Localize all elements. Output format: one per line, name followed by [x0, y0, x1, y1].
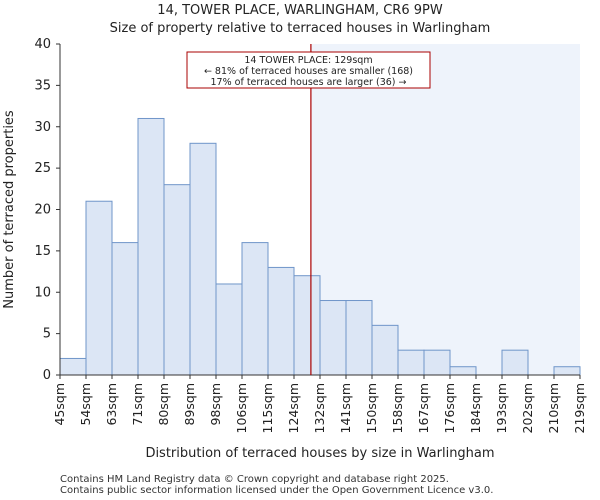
y-tick-label: 15	[34, 244, 51, 259]
bar-71sqm	[137, 117, 165, 376]
footer-line-1: Contains HM Land Registry data © Crown c…	[60, 474, 449, 485]
x-tick-label: 124sqm	[286, 383, 301, 433]
bar-132sqm	[319, 300, 347, 376]
annotation-line-3: 17% of terraced houses are larger (36) →	[211, 77, 407, 88]
annotation-line-2: ← 81% of terraced houses are smaller (16…	[204, 66, 413, 77]
x-tick-label: 141sqm	[338, 383, 353, 433]
bar-115sqm	[267, 266, 295, 376]
y-tick-label: 0	[43, 368, 51, 383]
bar-45sqm	[59, 357, 87, 376]
annotation-line-1: 14 TOWER PLACE: 129sqm	[244, 55, 372, 66]
x-tick-label: 89sqm	[182, 383, 197, 426]
x-tick-label: 71sqm	[130, 383, 145, 426]
annotation-box	[186, 51, 431, 89]
bar-80sqm	[163, 184, 191, 376]
bar-54sqm	[85, 200, 113, 376]
bar-210sqm	[553, 366, 581, 376]
y-tick-label: 35	[34, 78, 51, 93]
x-tick-label: 158sqm	[390, 383, 405, 433]
y-tick-label: 5	[43, 327, 51, 342]
x-axis-label: Distribution of terraced houses by size …	[145, 446, 494, 461]
bar-89sqm	[189, 142, 217, 376]
bar-158sqm	[397, 349, 425, 376]
chart-subtitle: Size of property relative to terraced ho…	[109, 21, 491, 36]
bar-141sqm	[345, 300, 373, 376]
x-tick-label: 54sqm	[78, 383, 93, 426]
y-tick-label: 10	[34, 285, 51, 300]
x-tick-label: 132sqm	[312, 383, 327, 433]
bar-106sqm	[241, 242, 269, 376]
x-tick-label: 115sqm	[260, 383, 275, 433]
y-tick-label: 20	[34, 203, 51, 218]
bar-150sqm	[371, 324, 399, 376]
chart-title: 14, TOWER PLACE, WARLINGHAM, CR6 9PW	[157, 3, 443, 18]
y-axis-label: Number of terraced properties	[2, 110, 17, 309]
x-tick-label: 176sqm	[442, 383, 457, 433]
bar-63sqm	[111, 242, 139, 376]
x-tick-label: 219sqm	[572, 383, 587, 433]
x-tick-label: 106sqm	[234, 383, 249, 433]
footer-line-2: Contains public sector information licen…	[60, 485, 494, 496]
x-tick-label: 193sqm	[494, 383, 509, 433]
x-tick-label: 45sqm	[52, 383, 67, 426]
bar-176sqm	[449, 366, 477, 376]
x-tick-label: 210sqm	[546, 383, 561, 433]
y-tick-label: 40	[34, 37, 51, 52]
bar-193sqm	[501, 349, 529, 376]
x-tick-label: 202sqm	[520, 383, 535, 433]
x-tick-label: 167sqm	[416, 383, 431, 433]
bar-124sqm	[293, 275, 321, 376]
x-tick-label: 150sqm	[364, 383, 379, 433]
x-tick-label: 184sqm	[468, 383, 483, 433]
bar-167sqm	[423, 349, 451, 376]
x-tick-label: 80sqm	[156, 383, 171, 426]
y-tick-label: 25	[34, 161, 51, 176]
x-tick-label: 63sqm	[104, 383, 119, 426]
bar-98sqm	[215, 283, 243, 376]
y-tick-label: 30	[34, 120, 51, 135]
x-tick-label: 98sqm	[208, 383, 223, 426]
